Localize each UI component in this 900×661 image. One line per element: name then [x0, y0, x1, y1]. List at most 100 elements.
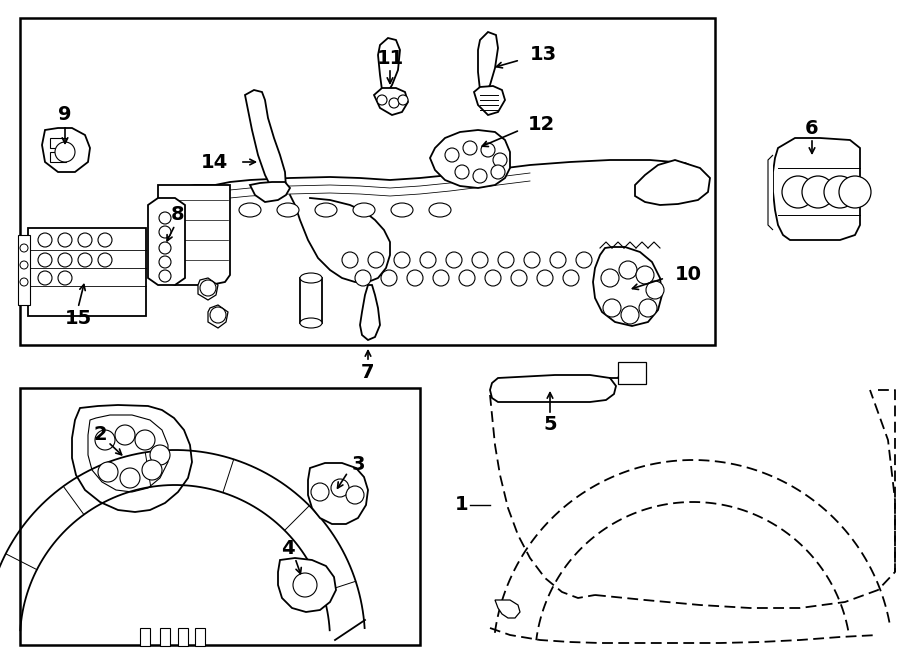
Circle shape [311, 483, 329, 501]
Ellipse shape [300, 273, 322, 283]
Circle shape [407, 270, 423, 286]
Polygon shape [430, 130, 510, 188]
Polygon shape [374, 88, 408, 115]
Circle shape [485, 270, 501, 286]
Polygon shape [474, 86, 505, 115]
Circle shape [619, 261, 637, 279]
Circle shape [639, 299, 657, 317]
Text: 3: 3 [352, 455, 365, 475]
Circle shape [20, 244, 28, 252]
Bar [20, 18, 715, 345]
Circle shape [459, 270, 475, 286]
Circle shape [20, 278, 28, 286]
Polygon shape [250, 182, 290, 202]
Text: 13: 13 [530, 46, 557, 65]
Bar [178, 628, 188, 646]
Text: 9: 9 [58, 106, 72, 124]
Circle shape [381, 270, 397, 286]
Text: 15: 15 [65, 309, 92, 327]
Circle shape [159, 226, 171, 238]
Bar [195, 628, 205, 646]
Circle shape [463, 141, 477, 155]
Polygon shape [378, 38, 400, 95]
Ellipse shape [429, 203, 451, 217]
Circle shape [473, 169, 487, 183]
Circle shape [120, 468, 140, 488]
Circle shape [550, 252, 566, 268]
Bar [28, 228, 146, 316]
Bar [18, 235, 30, 305]
Text: 8: 8 [171, 206, 184, 225]
Polygon shape [158, 185, 230, 285]
Circle shape [58, 233, 72, 247]
Circle shape [389, 98, 399, 108]
Circle shape [200, 280, 216, 296]
Ellipse shape [300, 318, 322, 328]
Circle shape [446, 252, 462, 268]
Circle shape [159, 256, 171, 268]
Polygon shape [208, 305, 228, 328]
Circle shape [394, 252, 410, 268]
Circle shape [621, 306, 639, 324]
Circle shape [524, 252, 540, 268]
Circle shape [824, 176, 856, 208]
Circle shape [420, 252, 436, 268]
Bar [20, 388, 420, 645]
Circle shape [98, 233, 112, 247]
Polygon shape [478, 32, 498, 95]
Circle shape [293, 573, 317, 597]
Circle shape [377, 95, 387, 105]
Circle shape [78, 253, 92, 267]
Circle shape [78, 233, 92, 247]
Circle shape [576, 252, 592, 268]
Circle shape [802, 176, 834, 208]
Circle shape [355, 270, 371, 286]
Circle shape [159, 242, 171, 254]
Polygon shape [148, 198, 185, 285]
Bar [300, 278, 322, 323]
Text: 12: 12 [528, 116, 555, 134]
Polygon shape [490, 375, 616, 402]
Bar [160, 628, 170, 646]
Polygon shape [773, 138, 860, 240]
Polygon shape [245, 90, 286, 192]
Circle shape [20, 261, 28, 269]
Circle shape [55, 142, 75, 162]
Circle shape [210, 307, 226, 323]
Text: 11: 11 [376, 48, 403, 67]
Polygon shape [308, 463, 368, 524]
Polygon shape [635, 160, 710, 205]
Circle shape [493, 153, 507, 167]
Circle shape [433, 270, 449, 286]
Circle shape [159, 212, 171, 224]
Circle shape [342, 252, 358, 268]
Circle shape [98, 253, 112, 267]
Circle shape [115, 425, 135, 445]
Circle shape [58, 271, 72, 285]
Circle shape [346, 486, 364, 504]
Polygon shape [593, 247, 662, 326]
Circle shape [142, 460, 162, 480]
Text: 1: 1 [454, 496, 468, 514]
Polygon shape [72, 405, 192, 512]
Ellipse shape [239, 203, 261, 217]
Ellipse shape [315, 203, 337, 217]
Text: 5: 5 [544, 416, 557, 434]
Circle shape [636, 266, 654, 284]
Circle shape [38, 253, 52, 267]
Circle shape [398, 95, 408, 105]
Text: 14: 14 [201, 153, 228, 171]
Circle shape [38, 271, 52, 285]
Circle shape [331, 479, 349, 497]
Polygon shape [198, 278, 218, 300]
Circle shape [511, 270, 527, 286]
Circle shape [38, 233, 52, 247]
Circle shape [98, 462, 118, 482]
Circle shape [150, 445, 170, 465]
Bar [618, 362, 646, 384]
Ellipse shape [353, 203, 375, 217]
Bar [140, 628, 150, 646]
Text: 2: 2 [94, 426, 107, 444]
Circle shape [603, 299, 621, 317]
Circle shape [159, 270, 171, 282]
